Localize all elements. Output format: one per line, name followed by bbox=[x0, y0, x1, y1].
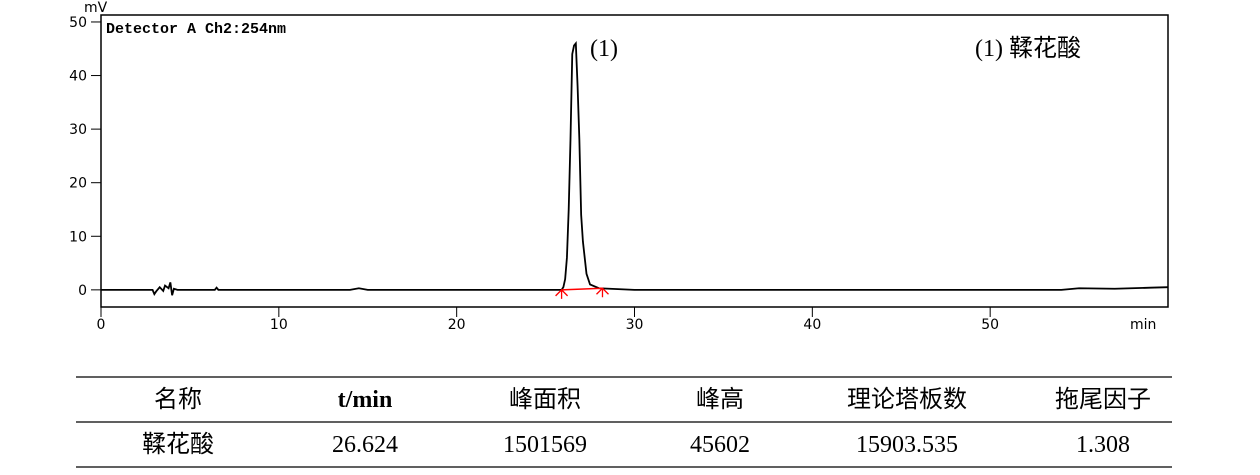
y-axis-label: mV bbox=[84, 0, 108, 16]
y-tick-label: 0 bbox=[78, 283, 87, 299]
compound-label: (1) 鞣花酸 bbox=[975, 35, 1081, 62]
y-tick-label: 50 bbox=[69, 15, 87, 31]
integration-marker bbox=[555, 288, 569, 299]
x-tick-label: 40 bbox=[803, 317, 821, 333]
integration-marker bbox=[596, 287, 609, 298]
y-tick-label: 10 bbox=[69, 229, 87, 245]
x-tick-label: 50 bbox=[981, 317, 999, 333]
x-tick-label: 0 bbox=[97, 317, 106, 333]
table-header-cell: 峰高 bbox=[696, 386, 744, 413]
table-header-cell: 名称 bbox=[154, 386, 202, 413]
y-tick-label: 40 bbox=[69, 69, 87, 85]
table-cell: 1.308 bbox=[1076, 432, 1130, 458]
table-header-cell: 峰面积 bbox=[509, 386, 581, 413]
peak-label: (1) bbox=[590, 36, 618, 62]
x-tick-label: 20 bbox=[448, 317, 466, 333]
chromatogram-trace bbox=[101, 41, 1169, 297]
table-header-cell: t/min bbox=[338, 387, 393, 413]
integration-baseline bbox=[561, 287, 603, 291]
table-header-cell: 拖尾因子 bbox=[1055, 386, 1151, 413]
table-cell: 1501569 bbox=[503, 432, 587, 458]
table-rules bbox=[76, 376, 1172, 468]
chart-title: Detector A Ch2:254nm bbox=[106, 21, 286, 38]
table-header-cell: 理论塔板数 bbox=[847, 386, 967, 413]
table-cell: 45602 bbox=[690, 432, 750, 458]
x-tick-label: 30 bbox=[626, 317, 644, 333]
y-tick-label: 30 bbox=[69, 122, 87, 138]
x-tick-label: 10 bbox=[270, 317, 288, 333]
table-cell: 15903.535 bbox=[856, 432, 958, 458]
y-tick-label: 20 bbox=[69, 176, 87, 192]
x-axis-label: min bbox=[1130, 317, 1156, 333]
table-cell: 鞣花酸 bbox=[142, 431, 214, 458]
table-cell: 26.624 bbox=[332, 432, 398, 458]
